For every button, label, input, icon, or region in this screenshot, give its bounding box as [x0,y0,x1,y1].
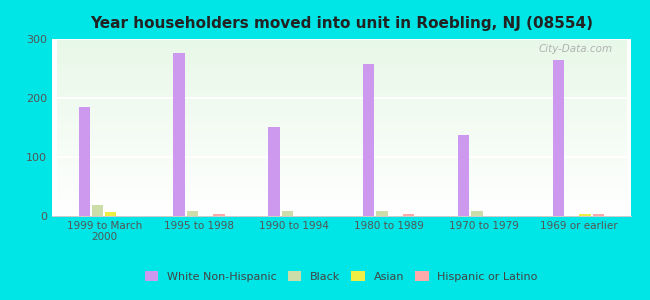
Text: City-Data.com: City-Data.com [539,44,613,54]
Bar [376,211,387,216]
Bar [458,135,469,216]
Bar [174,52,185,216]
Bar [79,107,90,216]
Bar [92,206,103,216]
Bar [593,214,604,216]
Title: Year householders moved into unit in Roebling, NJ (08554): Year householders moved into unit in Roe… [90,16,593,31]
Bar [281,211,293,216]
Bar [187,211,198,216]
Bar [403,214,414,216]
Bar [268,128,280,216]
Bar [363,64,374,216]
Legend: White Non-Hispanic, Black, Asian, Hispanic or Latino: White Non-Hispanic, Black, Asian, Hispan… [145,271,538,282]
Bar [579,214,591,216]
Bar [552,60,564,216]
Bar [471,211,482,216]
Bar [213,214,225,216]
Bar [105,212,116,216]
